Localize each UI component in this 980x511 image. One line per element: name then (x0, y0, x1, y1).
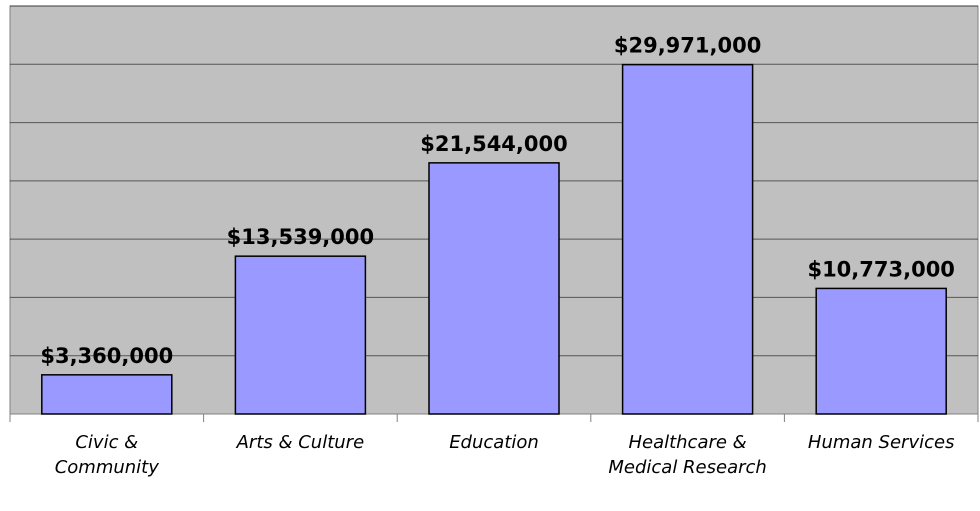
x-tick-label: Human Services (807, 432, 955, 453)
bar (428, 162, 560, 415)
bar (234, 255, 367, 415)
value-label: $29,971,000 (614, 34, 761, 58)
x-tick-label: Education (449, 432, 539, 453)
x-tick-label: Healthcare & Medical Research (608, 432, 767, 478)
x-tick-label: Civic & Community (54, 432, 159, 478)
bar (621, 63, 754, 415)
value-label: $3,360,000 (40, 344, 173, 368)
value-label: $21,544,000 (420, 132, 567, 156)
bar (815, 287, 947, 415)
value-label: $10,773,000 (807, 257, 954, 281)
x-tick-label: Arts & Culture (236, 432, 365, 453)
value-label: $13,539,000 (227, 225, 374, 249)
bar (41, 374, 173, 415)
